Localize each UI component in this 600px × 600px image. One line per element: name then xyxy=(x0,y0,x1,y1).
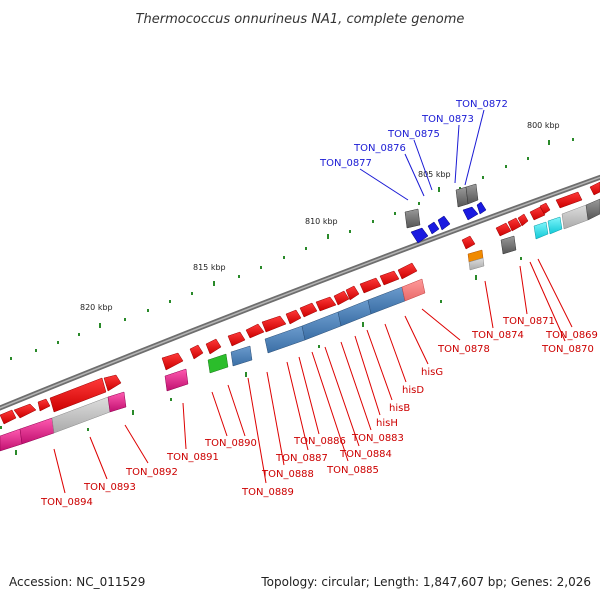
map-title: Thermococcus onnurineus NA1, complete ge… xyxy=(136,12,465,27)
gene-arrow xyxy=(410,227,429,244)
gene-arrow xyxy=(285,309,302,325)
gene-label-ton0883: TON_0883 xyxy=(351,433,404,444)
gene-arrow xyxy=(205,338,222,355)
top-leader-lines xyxy=(359,109,485,201)
gene-arrow xyxy=(589,181,600,196)
gene-label-hisb: hisB xyxy=(389,403,410,414)
scale-track xyxy=(0,138,574,455)
gene-label-ton0885: TON_0885 xyxy=(326,465,379,476)
gene-label-ton0878: TON_0878 xyxy=(437,344,490,355)
gene-block-lightgray xyxy=(468,257,485,271)
gene-arrow xyxy=(555,191,583,209)
gene-label-ton0875: TON_0875 xyxy=(387,129,440,140)
gene-block-his xyxy=(301,311,342,341)
gene-arrow xyxy=(397,262,418,280)
gene-arrow xyxy=(13,403,37,419)
gene-label-ton0894: TON_0894 xyxy=(40,497,93,508)
gene-arrow xyxy=(49,377,107,413)
gene-label-ton0874: TON_0874 xyxy=(471,330,524,341)
gene-label-hisg: hisG xyxy=(421,367,443,378)
gene-block-pink xyxy=(401,278,426,302)
gene-block-magenta xyxy=(19,417,55,445)
gene-arrow xyxy=(379,270,400,286)
gene-arrow xyxy=(517,213,529,227)
gene-arrow xyxy=(161,352,184,371)
gene-block-his xyxy=(367,286,406,315)
gene-label-ton0888: TON_0888 xyxy=(261,469,314,480)
gene-label-hish: hisH xyxy=(376,418,398,429)
gene-arrow xyxy=(37,398,51,412)
gene-block-magenta xyxy=(0,428,23,452)
gene-arrow xyxy=(461,235,476,250)
gene-block-gray xyxy=(585,198,600,221)
gene-arrow xyxy=(437,215,451,231)
gene-label-ton0891: TON_0891 xyxy=(166,452,219,463)
gene-block-magenta xyxy=(164,368,189,392)
gene-arrow xyxy=(495,222,512,237)
gene-arrow xyxy=(539,202,551,215)
gene-block-gray xyxy=(500,235,517,255)
gene-block-lightgray xyxy=(561,204,589,230)
gene-block-green xyxy=(207,353,229,374)
gene-block-his xyxy=(337,299,372,327)
gene-arrow xyxy=(299,302,318,318)
gene-arrow xyxy=(359,277,382,294)
gene-block-gray xyxy=(465,183,479,205)
gene-arrow xyxy=(261,315,287,333)
gene-arrow xyxy=(0,409,17,425)
gene-block-his xyxy=(230,345,253,367)
genome-backbone xyxy=(0,174,600,411)
accession-text: Accession: NC_011529 xyxy=(9,575,145,589)
gene-arrow xyxy=(507,217,522,232)
tick-label-815kbp: 815 kbp xyxy=(193,263,226,272)
gene-arrow xyxy=(529,206,546,221)
gene-label-ton0869: TON_0869 xyxy=(545,330,598,341)
gene-block-gray xyxy=(404,208,421,229)
gene-label-hisd: hisD xyxy=(402,385,424,396)
gene-arrow xyxy=(103,374,122,392)
gene-label-ton0877: TON_0877 xyxy=(319,158,372,169)
gene-arrow xyxy=(345,285,360,301)
gene-label-ton0876: TON_0876 xyxy=(353,143,406,154)
gene-label-ton0893: TON_0893 xyxy=(83,482,136,493)
tick-label-805kbp: 805 kbp xyxy=(418,170,451,179)
gene-arrow xyxy=(427,221,440,235)
bottom-leader-lines xyxy=(53,258,573,494)
gene-arrow xyxy=(227,331,246,347)
gene-label-ton0887: TON_0887 xyxy=(275,453,328,464)
tick-label-800kbp: 800 kbp xyxy=(527,121,560,130)
gene-label-ton0892: TON_0892 xyxy=(125,467,178,478)
genome-summary-text: Topology: circular; Length: 1,847,607 bp… xyxy=(260,575,591,589)
gene-arrow xyxy=(462,206,479,221)
tick-label-810kbp: 810 kbp xyxy=(305,217,338,226)
gene-label-ton0872: TON_0872 xyxy=(455,99,508,110)
gene-arrow xyxy=(476,201,487,215)
gene-label-ton0890: TON_0890 xyxy=(204,438,257,449)
tick-label-820kbp: 820 kbp xyxy=(80,303,113,312)
gene-label-ton0889: TON_0889 xyxy=(241,487,294,498)
gene-arrow xyxy=(245,323,265,339)
gene-block-cyan xyxy=(533,221,549,240)
gene-arrow xyxy=(333,290,350,306)
gene-label-ton0886: TON_0886 xyxy=(293,436,346,447)
gene-label-ton0871: TON_0871 xyxy=(502,316,555,327)
gene-block-cyan xyxy=(547,216,563,235)
reverse-genes xyxy=(410,201,487,244)
gene-arrow xyxy=(315,296,337,312)
gene-block-magenta xyxy=(107,391,127,413)
gene-arrow xyxy=(189,344,204,360)
gene-label-ton0870: TON_0870 xyxy=(541,344,594,355)
second-track xyxy=(0,198,600,452)
hypothetical-genes xyxy=(404,183,517,255)
forward-genes xyxy=(0,181,600,425)
gene-label-ton0884: TON_0884 xyxy=(339,449,392,460)
gene-label-ton0873: TON_0873 xyxy=(421,114,474,125)
